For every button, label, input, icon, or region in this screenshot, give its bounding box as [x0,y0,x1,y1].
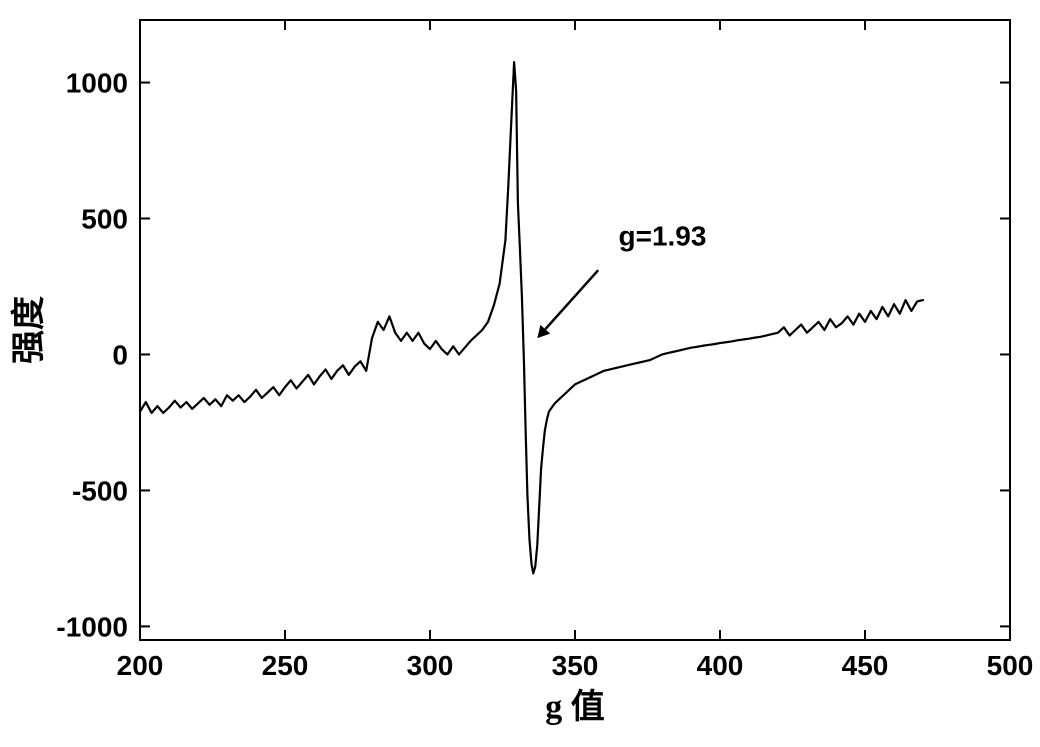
y-tick-label: -1000 [56,611,128,642]
epr-spectrum-chart: 200 250 300 350 400 450 500 -1000 -500 0 500 1000 g … [0,0,1040,747]
y-tick-label: 0 [112,339,128,370]
x-tick-label: 300 [407,650,454,681]
y-tick-label: 500 [81,204,128,235]
x-tick-label: 350 [552,650,599,681]
x-tick-label: 250 [262,650,309,681]
x-tick-label: 500 [987,650,1034,681]
x-axis-label: g 值 [545,688,605,726]
x-tick-label: 450 [842,650,889,681]
chart-svg: 200 250 300 350 400 450 500 -1000 -500 0 500 1000 g … [0,0,1040,747]
y-tick-label: -500 [72,475,128,506]
x-tick-label: 200 [117,650,164,681]
y-axis-label: 强度 [10,296,48,364]
annotation-label: g=1.93 [619,221,707,252]
y-tick-label: 1000 [66,68,128,99]
x-tick-label: 400 [697,650,744,681]
